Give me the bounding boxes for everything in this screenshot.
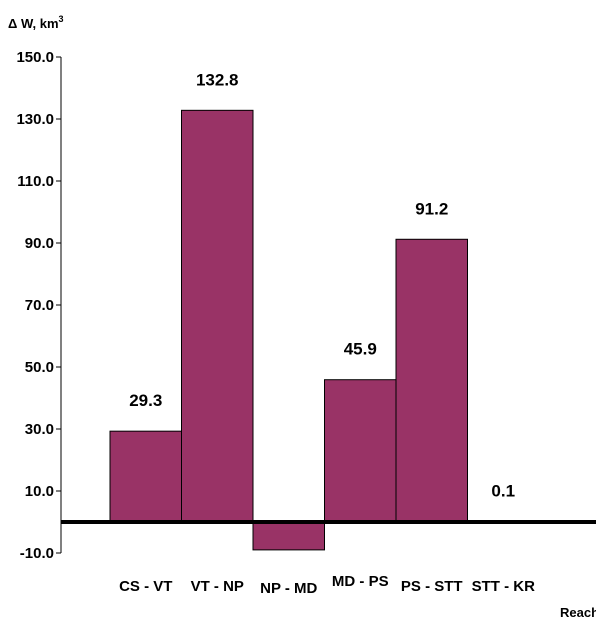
- data-label: 91.2: [415, 199, 448, 218]
- y-tick-label: 50.0: [25, 359, 54, 376]
- data-label: 29.3: [129, 391, 162, 410]
- y-axis-title: Δ W, km3: [8, 14, 64, 31]
- bar: [109, 430, 182, 523]
- x-tick-label: PS - STT: [401, 578, 463, 595]
- data-label: 132.8: [196, 70, 239, 89]
- data-label: 45.9: [344, 340, 377, 359]
- y-axis-title-superscript: 3: [59, 14, 64, 24]
- x-axis-title: Reaches: [560, 605, 596, 620]
- x-tick-label: NP - MD: [260, 580, 317, 597]
- y-tick-label: 90.0: [25, 235, 54, 252]
- y-tick-label: 130.0: [16, 111, 54, 128]
- bar: [324, 379, 397, 523]
- x-tick-label: MD - PS: [332, 573, 389, 590]
- y-ticks-group: -10.0 10.0 30.0 50.0 70.0 90.0 110.0 130.0 150.0: [16, 49, 61, 562]
- x-tick-label: VT - NP: [191, 578, 244, 595]
- bar: [395, 238, 468, 523]
- x-tick-labels-group: CS - VT VT - NP NP - MD MD - PS PS - STT STT …: [119, 573, 535, 597]
- y-tick-label: -10.0: [20, 545, 54, 562]
- y-tick-label: 70.0: [25, 297, 54, 314]
- bars-group: [109, 109, 540, 551]
- bar: [252, 521, 325, 551]
- bar: [181, 109, 254, 523]
- x-tick-label: CS - VT: [119, 578, 172, 595]
- y-tick-label: 150.0: [16, 49, 54, 66]
- data-label: 0.1: [491, 482, 515, 501]
- y-tick-label: 10.0: [25, 483, 54, 500]
- data-labels-group: 29.3 132.8 45.9 91.2 0.1: [129, 70, 515, 500]
- y-tick-label: 30.0: [25, 421, 54, 438]
- y-tick-label: 110.0: [17, 173, 54, 190]
- x-tick-label: STT - KR: [472, 578, 535, 595]
